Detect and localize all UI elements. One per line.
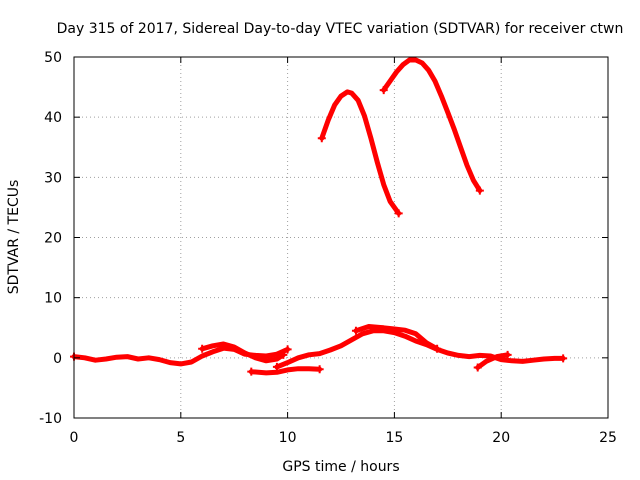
series-point-middle-bump (272, 362, 281, 371)
series-point-negative-segment (315, 365, 324, 374)
series-point-baseline-a (283, 345, 292, 354)
y-tick-label: 40 (44, 110, 62, 126)
series-point-middle-bump (559, 354, 568, 363)
series-point-middle-bump-upper (351, 326, 360, 335)
series-point-negative-segment (247, 367, 256, 376)
series-point-arc-2 (475, 186, 484, 195)
series-line-late-dip (475, 352, 511, 370)
gridlines (74, 57, 608, 418)
series-line-negative-segment (248, 366, 323, 376)
axis-ticks: 0 5 10 15 20 25 -10 0 10 20 30 40 50 (39, 50, 617, 446)
y-tick-label: 50 (44, 50, 62, 66)
series-line-middle-bump-upper (353, 324, 440, 352)
series-point-arc-1 (394, 209, 403, 218)
series-line-arc-2 (381, 57, 483, 194)
series-point-arc-1 (317, 134, 326, 143)
x-tick-label: 15 (385, 430, 403, 446)
series-point-arc-2 (379, 86, 388, 95)
data-series (70, 57, 568, 376)
y-tick-label: 20 (44, 231, 62, 247)
chart-title: Day 315 of 2017, Sidereal Day-to-day VTE… (57, 21, 624, 37)
x-tick-label: 10 (279, 430, 297, 446)
series-point-middle-bump-upper (433, 344, 442, 353)
series-line-arc-1 (319, 89, 402, 216)
y-tick-label: -10 (39, 411, 62, 427)
series-point-baseline-b (198, 344, 207, 353)
x-tick-label: 25 (599, 430, 617, 446)
series-point-late-dip (473, 363, 482, 372)
series-line-middle-bump (274, 328, 566, 370)
x-tick-label: 20 (492, 430, 510, 446)
y-tick-label: 30 (44, 170, 62, 186)
x-tick-label: 5 (176, 430, 185, 446)
y-tick-label: 0 (53, 351, 62, 367)
series-point-late-dip (503, 350, 512, 359)
y-axis-label: SDTVAR / TECUs (6, 180, 22, 295)
x-axis-label: GPS time / hours (282, 459, 399, 475)
series-point-baseline-b (279, 350, 288, 359)
x-tick-label: 0 (70, 430, 79, 446)
y-tick-label: 10 (44, 291, 62, 307)
series-line-baseline-b (199, 341, 286, 364)
